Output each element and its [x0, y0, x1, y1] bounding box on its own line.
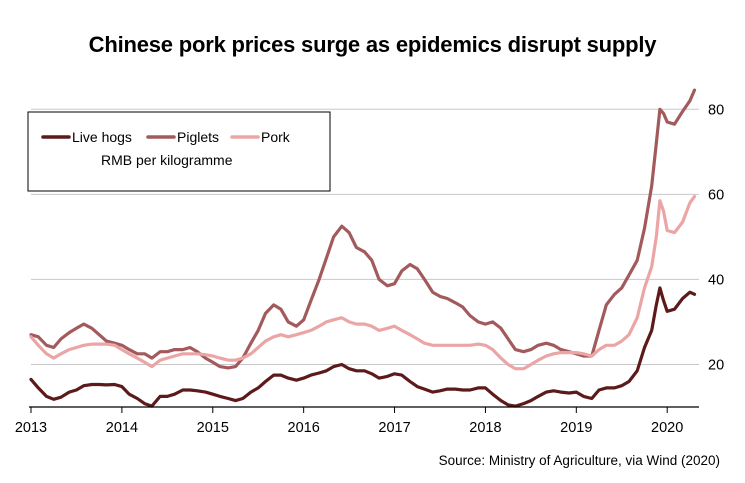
x-tick-label-2014: 2014 [106, 420, 138, 436]
series-line-live-hogs [29, 286, 697, 408]
gridlines [31, 108, 699, 365]
legend: Live hogs Piglets Pork RMB per kilogramm… [27, 111, 331, 192]
source-note: Source: Ministry of Agriculture, via Win… [438, 453, 720, 468]
unit-label: RMB per kilogramme [101, 152, 233, 168]
x-axis: 2013 2014 2015 2016 2017 2018 2019 2020 [15, 406, 699, 436]
chart-title: Chinese pork prices surge as epidemics d… [88, 32, 657, 57]
y-tick-label-40: 40 [708, 272, 724, 288]
legend-label-live-hogs: Live hogs [72, 129, 132, 145]
y-tick-label-80: 80 [708, 102, 724, 118]
series-line-piglets [29, 88, 697, 370]
legend-label-pork: Pork [261, 129, 291, 145]
x-tick-label-2019: 2019 [560, 420, 592, 436]
y-tick-label-60: 60 [708, 187, 724, 203]
y-axis-ticks: 20 40 60 80 [708, 102, 724, 373]
x-tick-label-2015: 2015 [197, 420, 229, 436]
x-tick-label-2020: 2020 [651, 420, 683, 436]
x-tick-label-2018: 2018 [469, 420, 501, 436]
x-tick-label-2013: 2013 [15, 420, 47, 436]
series-lines [29, 88, 697, 408]
y-tick-label-20: 20 [708, 357, 724, 373]
legend-box [27, 111, 331, 192]
x-tick-label-2017: 2017 [378, 420, 410, 436]
legend-label-piglets: Piglets [177, 129, 219, 145]
series-line-pork [29, 194, 697, 371]
x-tick-label-2016: 2016 [288, 420, 320, 436]
